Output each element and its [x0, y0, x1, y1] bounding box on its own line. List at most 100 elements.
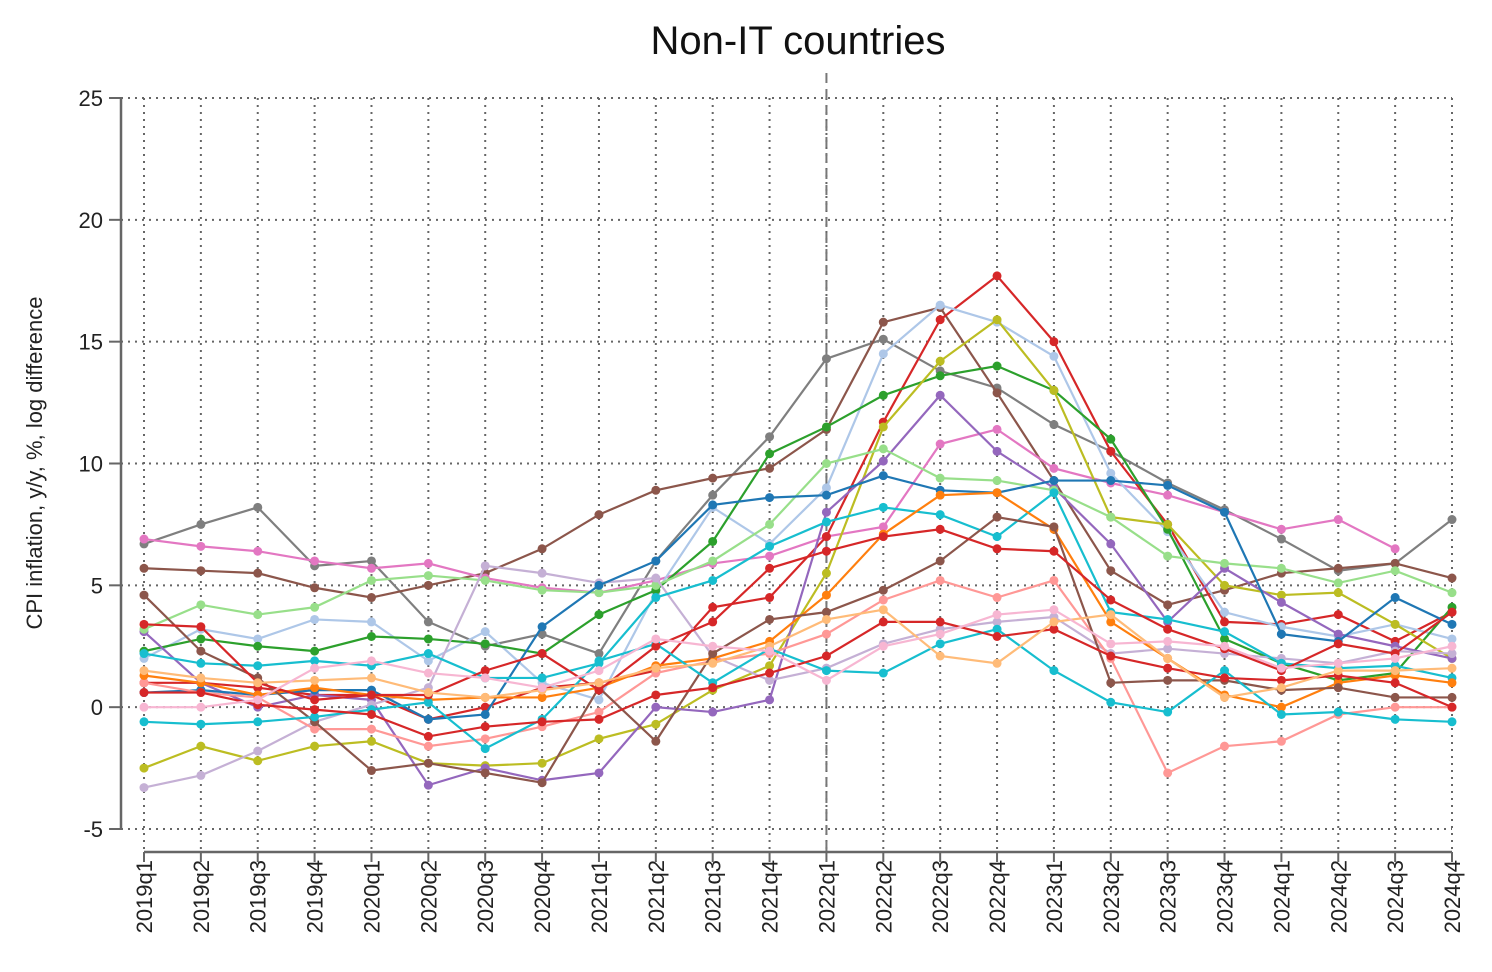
data-point — [651, 690, 661, 700]
data-point — [139, 590, 149, 600]
data-point — [366, 709, 376, 719]
data-point — [1447, 634, 1457, 644]
data-point — [765, 563, 775, 573]
data-point — [1447, 717, 1457, 727]
data-point — [821, 517, 831, 527]
data-point — [1049, 617, 1059, 627]
x-tick-label: 2023q2 — [1099, 860, 1124, 933]
data-point — [310, 695, 320, 705]
data-point — [253, 717, 263, 727]
data-point — [480, 734, 490, 744]
data-point — [537, 692, 547, 702]
data-point — [878, 668, 888, 678]
data-point — [1106, 610, 1116, 620]
data-point — [878, 317, 888, 327]
data-point — [651, 663, 661, 673]
data-point — [537, 778, 547, 788]
data-point — [651, 736, 661, 746]
series-line — [143, 364, 1453, 682]
data-point — [1163, 663, 1173, 673]
data-point — [139, 717, 149, 727]
data-point — [1106, 468, 1116, 478]
series-15 — [139, 512, 1457, 788]
data-point — [196, 519, 206, 529]
series-line — [143, 528, 1453, 701]
data-point — [310, 614, 320, 624]
data-point — [651, 485, 661, 495]
data-point — [992, 315, 1002, 325]
data-point — [139, 688, 149, 698]
data-point — [708, 683, 718, 693]
data-point — [1106, 434, 1116, 444]
data-point — [878, 532, 888, 542]
data-point — [765, 463, 775, 473]
data-point — [1447, 663, 1457, 673]
data-point — [1333, 515, 1343, 525]
data-point — [992, 446, 1002, 456]
data-point — [1333, 658, 1343, 668]
data-point — [1220, 558, 1230, 568]
data-point — [310, 646, 320, 656]
series-line — [143, 474, 1453, 721]
data-point — [423, 697, 433, 707]
data-point — [708, 641, 718, 651]
data-point — [253, 746, 263, 756]
data-point — [423, 688, 433, 698]
data-point — [992, 424, 1002, 434]
data-point — [992, 512, 1002, 522]
data-point — [196, 566, 206, 576]
data-point — [1106, 512, 1116, 522]
data-point — [935, 473, 945, 483]
data-point — [1220, 641, 1230, 651]
data-point — [708, 490, 718, 500]
data-point — [1390, 666, 1400, 676]
data-point — [935, 439, 945, 449]
data-point — [878, 595, 888, 605]
data-point — [594, 685, 604, 695]
data-point — [1276, 709, 1286, 719]
data-point — [1333, 563, 1343, 573]
data-point — [878, 522, 888, 532]
data-point — [708, 707, 718, 717]
data-point — [480, 722, 490, 732]
data-point — [1049, 385, 1059, 395]
data-point — [765, 519, 775, 529]
data-point — [594, 714, 604, 724]
x-tick-label: 2020q2 — [416, 860, 441, 933]
data-point — [708, 536, 718, 546]
data-point — [935, 639, 945, 649]
series-line — [143, 579, 1452, 775]
data-point — [1276, 534, 1286, 544]
data-point — [537, 673, 547, 683]
data-point — [821, 607, 831, 617]
data-point — [1220, 507, 1230, 517]
data-point — [1220, 617, 1230, 627]
data-point — [253, 634, 263, 644]
data-point — [821, 490, 831, 500]
data-point — [423, 571, 433, 581]
data-point — [821, 546, 831, 556]
data-point — [196, 541, 206, 551]
data-point — [765, 541, 775, 551]
data-point — [1049, 351, 1059, 361]
data-point — [594, 678, 604, 688]
data-point — [1447, 573, 1457, 583]
data-point — [1333, 707, 1343, 717]
data-point — [821, 532, 831, 542]
data-point — [878, 422, 888, 432]
y-tick-label: -5 — [83, 817, 103, 842]
y-tick-label: 0 — [91, 695, 103, 720]
data-point — [935, 556, 945, 566]
data-point — [992, 271, 1002, 281]
data-point — [537, 758, 547, 768]
data-point — [196, 634, 206, 644]
data-point — [1220, 580, 1230, 590]
data-point — [480, 709, 490, 719]
data-point — [366, 736, 376, 746]
data-point — [1333, 578, 1343, 588]
data-point — [765, 668, 775, 678]
data-point — [1106, 566, 1116, 576]
data-point — [253, 695, 263, 705]
data-point — [935, 371, 945, 381]
